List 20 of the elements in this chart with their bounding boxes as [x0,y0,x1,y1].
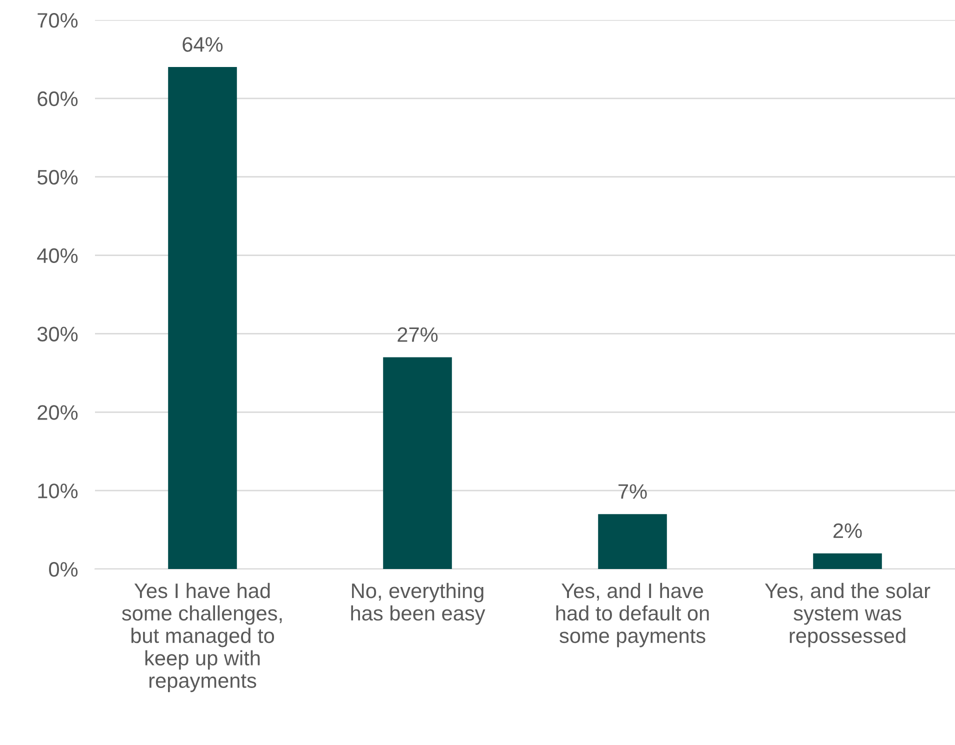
x-tick-label: No, everything has been easy [351,582,486,625]
x-tick-label: Yes, and the solar system was repossessed [764,582,930,648]
bar [383,357,452,569]
y-tick-label: 30% [37,326,78,342]
data-label: 7% [618,484,647,499]
y-tick-label: 50% [37,170,78,185]
y-tick-label: 0% [49,562,78,577]
y-tick-label: 70% [38,13,78,28]
x-tick-label: Yes I have had some challenges, but managed to keep up with repayments [122,582,282,692]
data-label: 64% [182,37,223,52]
y-tick-label: 60% [38,91,78,106]
bar [598,514,667,569]
y-tick-label: 20% [38,405,78,420]
data-label: 2% [833,523,862,538]
x-tick-label: Yes, and I have had to default on some payments [556,582,709,648]
bar [813,553,882,569]
data-label: 27% [398,327,438,342]
y-tick-label: 10% [38,484,78,498]
bar [168,67,237,569]
y-tick-label: 40% [37,248,78,264]
